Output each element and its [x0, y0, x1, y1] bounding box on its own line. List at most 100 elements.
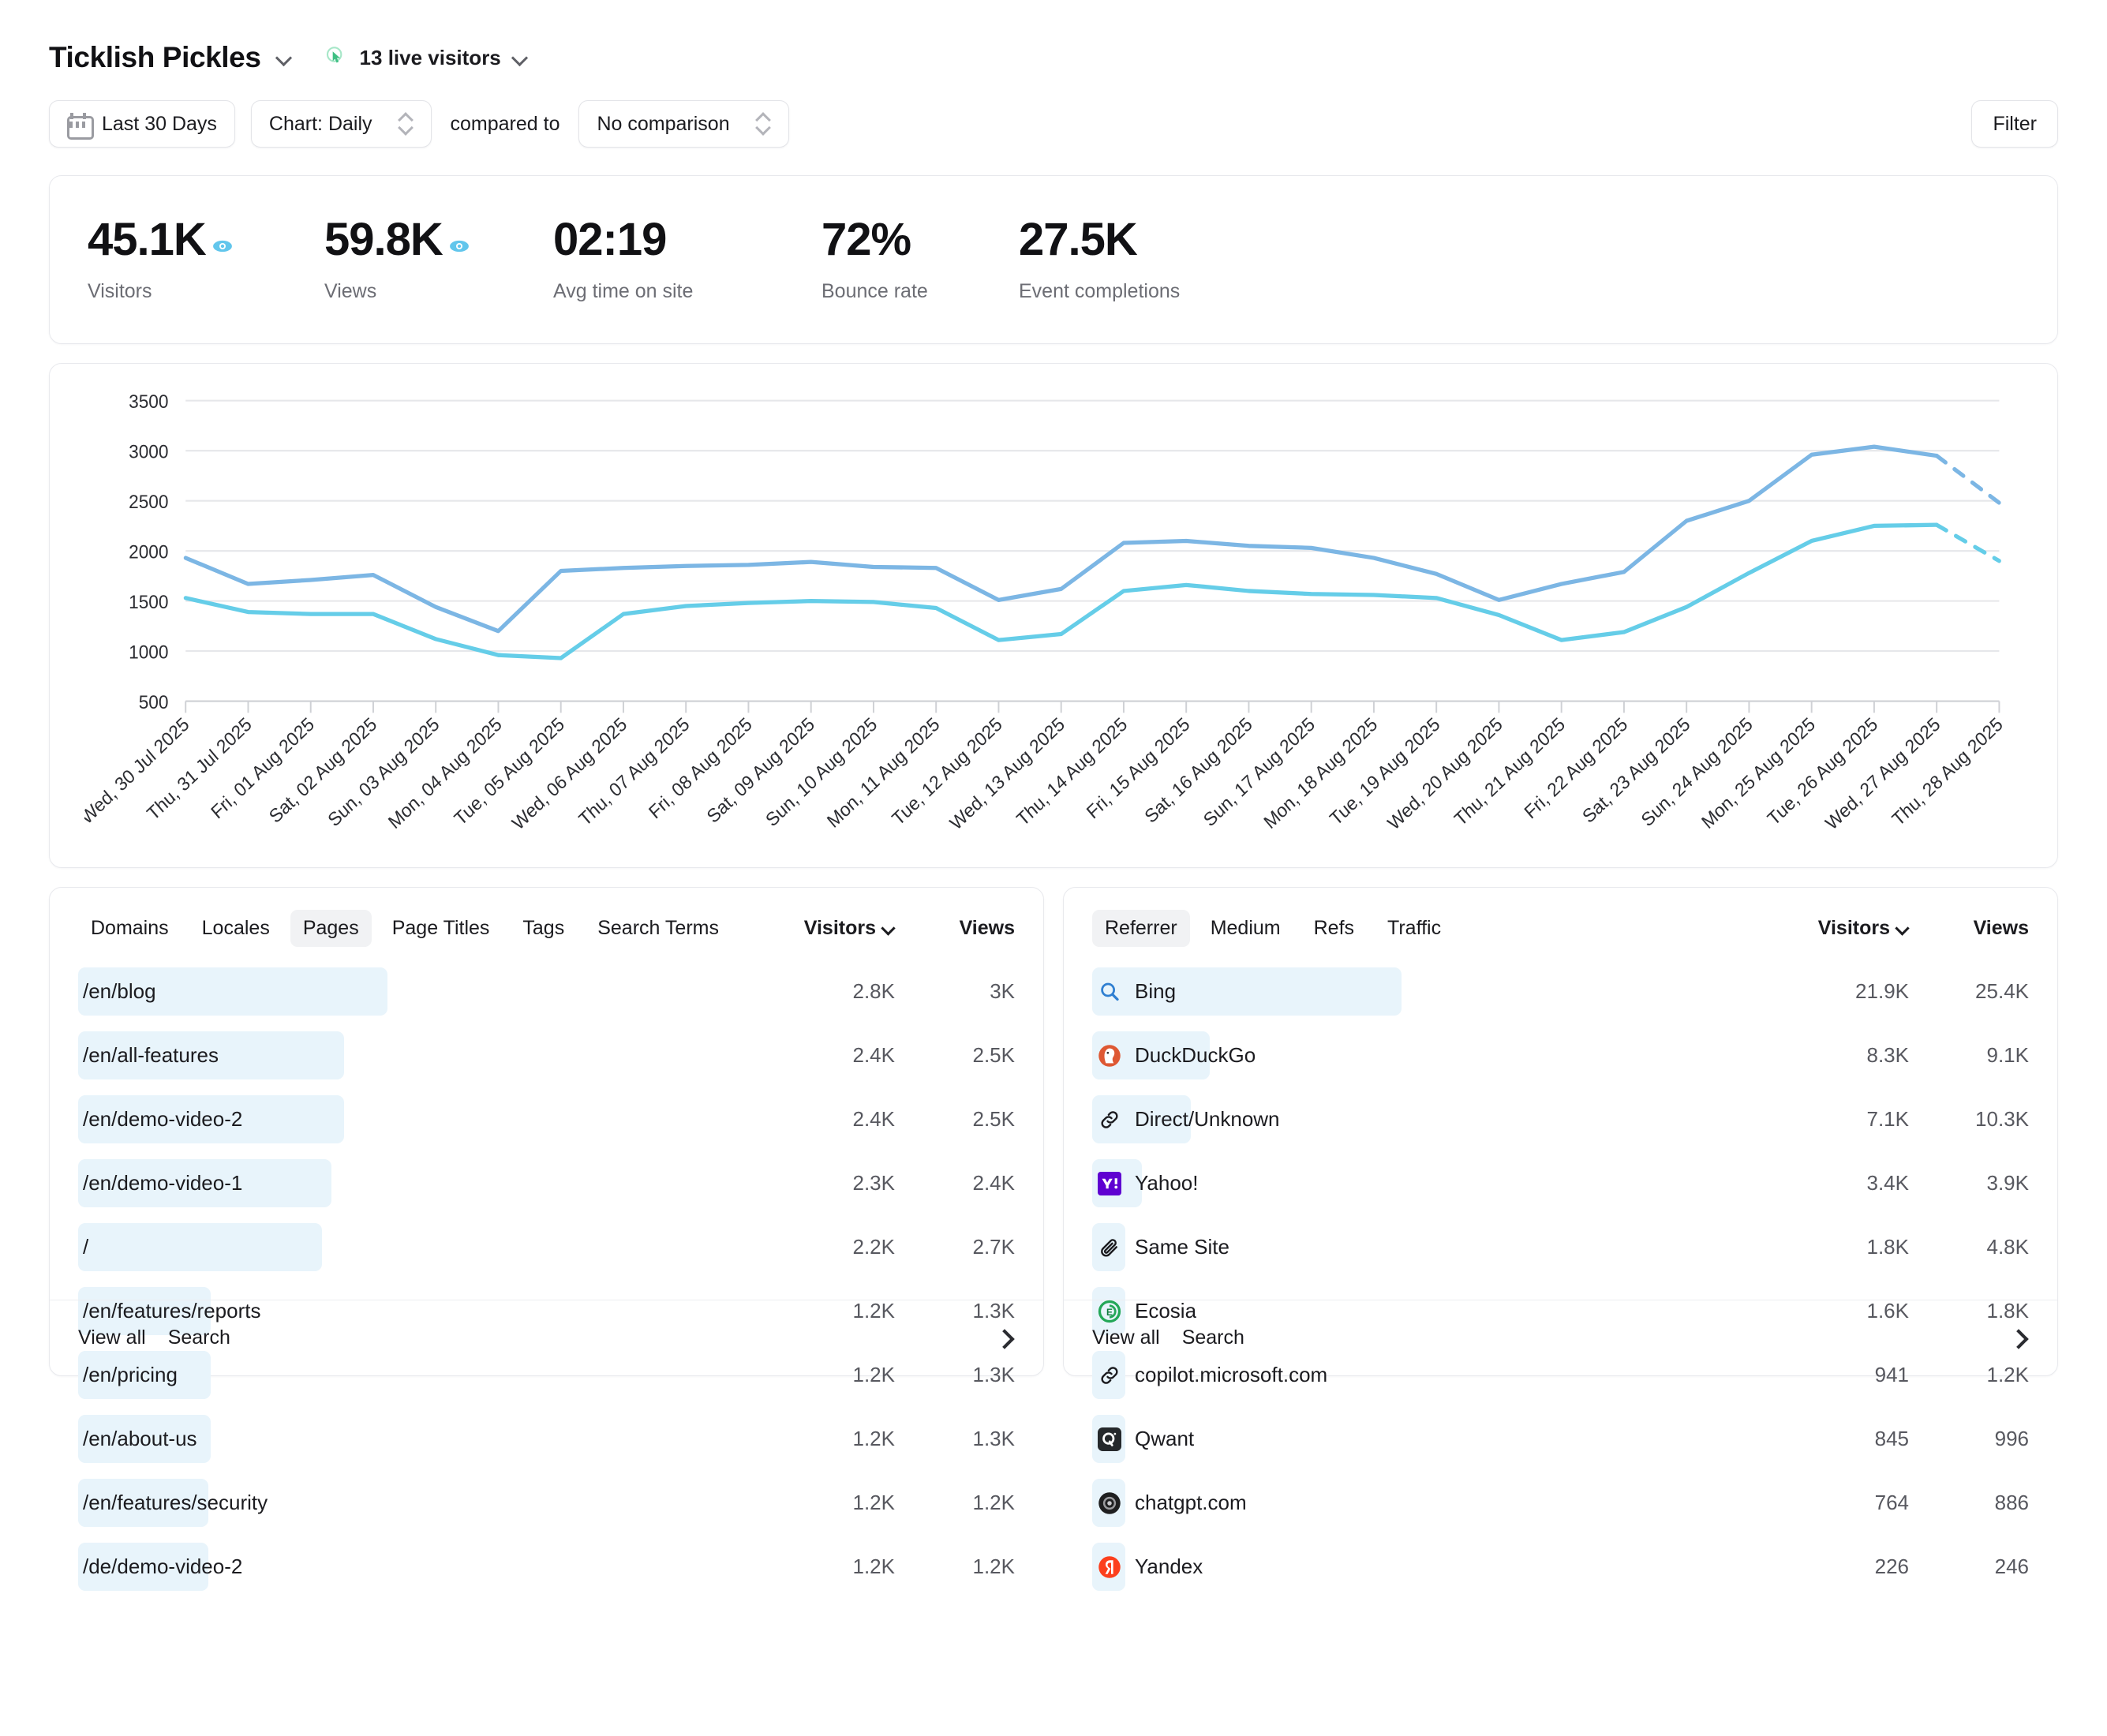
comparison-select[interactable]: No comparison	[578, 100, 789, 148]
row-label-text: Direct/Unknown	[1135, 1107, 1280, 1131]
chart-granularity-select[interactable]: Chart: Daily	[250, 100, 432, 148]
svg-text:Wed, 27 Aug 2025: Wed, 27 Aug 2025	[1821, 713, 1944, 834]
table-row[interactable]: Direct/Unknown 7.1K 10.3K	[1092, 1087, 2029, 1151]
svg-text:1000: 1000	[129, 642, 168, 663]
row-label-text: Bing	[1135, 979, 1177, 1003]
row-progress-bar	[1092, 1095, 1192, 1143]
table-row[interactable]: /en/features/security 1.2K 1.2K	[78, 1471, 1015, 1535]
row-visitors-value: 1.2K	[852, 1555, 896, 1578]
row-views-value: 1.3K	[972, 1299, 1016, 1323]
row-views-value: 1.2K	[972, 1555, 1016, 1578]
referrers-next-chevron-right-icon[interactable]	[2008, 1328, 2029, 1349]
table-row[interactable]: /en/blog 2.8K 3K	[78, 960, 1015, 1023]
pages-view-all-link[interactable]: View all	[78, 1326, 146, 1349]
column-header-views[interactable]: Views	[922, 917, 1015, 940]
row-label-text: chatgpt.com	[1135, 1491, 1247, 1514]
tab-traffic[interactable]: Traffic	[1387, 917, 1442, 939]
metric-value: 59.8K	[324, 216, 561, 263]
column-header-label: Views	[959, 917, 1015, 939]
live-visitors-label: 13 live visitors	[359, 45, 501, 69]
svg-text:Sat, 23 Aug 2025: Sat, 23 Aug 2025	[1578, 713, 1693, 827]
live-visitors-chevron-down-icon[interactable]	[511, 49, 529, 66]
table-row[interactable]: Bing 21.9K 25.4K	[1092, 960, 2029, 1023]
svg-text:Tue, 26 Aug 2025: Tue, 26 Aug 2025	[1764, 713, 1881, 829]
svg-text:1500: 1500	[129, 591, 168, 612]
row-label-text: Ecosia	[1135, 1299, 1197, 1323]
metric-label: Visitors	[88, 279, 152, 302]
tab-search-terms[interactable]: Search Terms	[597, 917, 719, 939]
tab-pages[interactable]: Pages	[290, 910, 372, 947]
row-values: 2.2K 2.7K	[792, 1235, 1016, 1259]
row-label: Bing	[1092, 979, 1176, 1005]
row-label: /en/features/reports	[78, 1299, 260, 1323]
row-views-value: 3.9K	[1986, 1171, 2030, 1195]
row-progress-bar	[78, 967, 387, 1016]
filter-button[interactable]: Filter	[1971, 100, 2058, 148]
svg-text:Thu, 21 Aug 2025: Thu, 21 Aug 2025	[1450, 713, 1569, 830]
svg-text:Tue, 12 Aug 2025: Tue, 12 Aug 2025	[888, 713, 1005, 829]
comparison-value: No comparison	[597, 112, 730, 135]
live-visitors-control[interactable]: 13 live visitors	[324, 45, 529, 70]
table-row[interactable]: Qwant 845 996	[1092, 1407, 2029, 1471]
pages-next-chevron-right-icon[interactable]	[994, 1328, 1015, 1349]
row-values: 941 1.2K	[1806, 1363, 2029, 1387]
row-label: /en/demo-video-2	[78, 1107, 242, 1132]
row-visitors-value: 7.1K	[1866, 1107, 1910, 1131]
table-row[interactable]: /en/about-us 1.2K 1.3K	[78, 1407, 1015, 1471]
tab-medium[interactable]: Medium	[1210, 917, 1281, 939]
row-label-text: /en/about-us	[83, 1427, 197, 1450]
table-row[interactable]: /en/demo-video-2 2.4K 2.5K	[78, 1087, 1015, 1151]
table-row[interactable]: /en/demo-video-1 2.3K 2.4K	[78, 1151, 1015, 1215]
tab-domains[interactable]: Domains	[91, 917, 169, 939]
svg-text:Wed, 20 Aug 2025: Wed, 20 Aug 2025	[1383, 713, 1506, 834]
traffic-chart[interactable]: 500 1000 1500 2000 2500 3000 3500 Wed, 30 Jul 2…	[77, 389, 2023, 867]
column-header-visitors[interactable]: Visitors	[792, 917, 895, 940]
referrers-search-link[interactable]: Search	[1181, 1326, 1244, 1349]
row-visitors-value: 845	[1874, 1427, 1909, 1450]
column-header-views[interactable]: Views	[1936, 917, 2029, 940]
eye-icon	[212, 240, 232, 252]
row-label: /en/about-us	[78, 1427, 197, 1451]
referrers-view-all-link[interactable]: View all	[1092, 1326, 1160, 1349]
row-visitors-value: 1.6K	[1866, 1299, 1910, 1323]
tab-page-titles[interactable]: Page Titles	[391, 917, 490, 939]
date-range-picker[interactable]: Last 30 Days	[49, 100, 235, 148]
svg-text:Fri, 08 Aug 2025: Fri, 08 Aug 2025	[645, 713, 755, 823]
tab-locales[interactable]: Locales	[201, 917, 270, 939]
svg-text:Wed, 06 Aug 2025: Wed, 06 Aug 2025	[508, 713, 631, 834]
svg-text:Sat, 02 Aug 2025: Sat, 02 Aug 2025	[265, 713, 380, 827]
duckduckgo-icon	[1097, 1043, 1122, 1068]
table-row[interactable]: /de/demo-video-2 1.2K 1.2K	[78, 1535, 1015, 1599]
tab-referrer[interactable]: Referrer	[1092, 910, 1190, 947]
svg-text:Thu, 14 Aug 2025: Thu, 14 Aug 2025	[1012, 713, 1131, 830]
table-row[interactable]: Yahoo! 3.4K 3.9K	[1092, 1151, 2029, 1215]
table-row[interactable]: DuckDuckGo 8.3K 9.1K	[1092, 1023, 2029, 1087]
table-row[interactable]: copilot.microsoft.com 941 1.2K	[1092, 1343, 2029, 1407]
site-switcher-chevron-down-icon[interactable]	[275, 49, 293, 66]
row-visitors-value: 1.2K	[852, 1427, 896, 1450]
row-visitors-value: 1.8K	[1866, 1235, 1910, 1259]
table-row[interactable]: /en/pricing 1.2K 1.3K	[78, 1343, 1015, 1407]
row-views-value: 1.2K	[972, 1491, 1016, 1514]
svg-text:Thu, 07 Aug 2025: Thu, 07 Aug 2025	[575, 713, 694, 830]
row-values: 21.9K 25.4K	[1806, 979, 2029, 1004]
table-row[interactable]: /en/features/reports 1.2K 1.3K	[78, 1279, 1015, 1343]
row-views-value: 4.8K	[1986, 1235, 2030, 1259]
table-row[interactable]: /en/all-features 2.4K 2.5K	[78, 1023, 1015, 1087]
table-row[interactable]: Same Site 1.8K 4.8K	[1092, 1215, 2029, 1279]
row-label-text: /en/demo-video-2	[83, 1107, 243, 1131]
row-progress-bar	[78, 1351, 211, 1399]
row-values: 1.2K 1.2K	[792, 1491, 1016, 1515]
tab-tags[interactable]: Tags	[522, 917, 565, 939]
table-row[interactable]: Yandex 226 246	[1092, 1535, 2029, 1599]
column-header-visitors[interactable]: Visitors	[1806, 917, 1909, 940]
table-row[interactable]: / 2.2K 2.7K	[78, 1215, 1015, 1279]
row-visitors-value: 3.4K	[1866, 1171, 1910, 1195]
svg-text:Thu, 31 Jul 2025: Thu, 31 Jul 2025	[143, 713, 255, 824]
pages-search-link[interactable]: Search	[167, 1326, 230, 1349]
table-row[interactable]: chatgpt.com 764 886	[1092, 1471, 2029, 1535]
table-row[interactable]: E Ecosia 1.6K 1.8K	[1092, 1279, 2029, 1343]
tab-refs[interactable]: Refs	[1313, 917, 1355, 939]
row-progress-bar	[78, 1095, 344, 1143]
